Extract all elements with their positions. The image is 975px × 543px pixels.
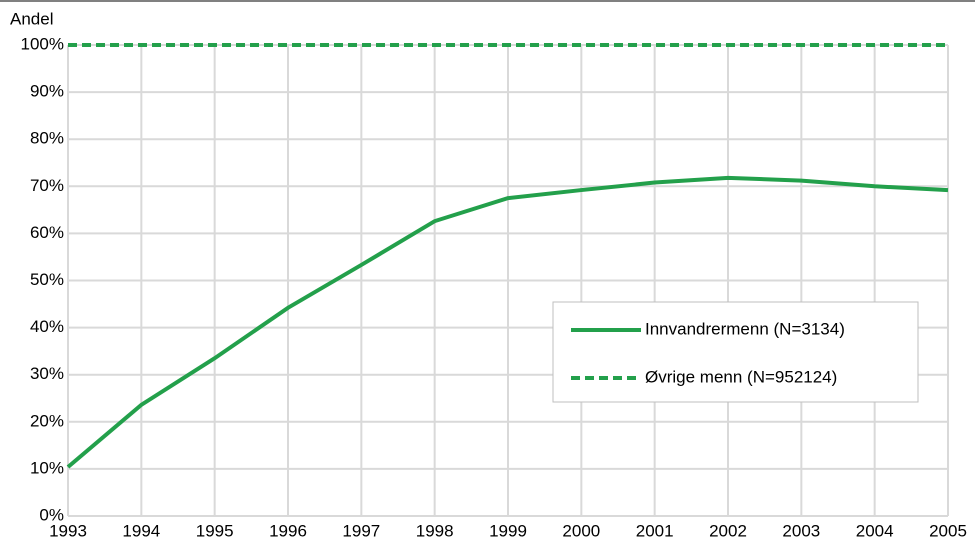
legend-box xyxy=(552,301,919,403)
x-tick-label: 1997 xyxy=(342,521,380,540)
y-tick-label: 100% xyxy=(21,34,64,53)
x-tick-label: 2004 xyxy=(856,521,894,540)
x-tick-label: 1999 xyxy=(489,521,527,540)
y-tick-label: 30% xyxy=(30,364,64,383)
x-tick-label: 1994 xyxy=(122,521,160,540)
y-tick-label: 80% xyxy=(30,129,64,148)
y-tick-label: 0% xyxy=(39,505,64,524)
x-tick-label: 2001 xyxy=(636,521,674,540)
x-tick-label: 1993 xyxy=(49,521,87,540)
y-tick-label: 20% xyxy=(30,411,64,430)
x-tick-label: 1996 xyxy=(269,521,307,540)
y-tick-label: 40% xyxy=(30,317,64,336)
legend-label: Øvrige menn (N=952124) xyxy=(645,367,837,386)
data-line xyxy=(66,175,949,469)
y-tick-label: 90% xyxy=(30,82,64,101)
x-tick-label: 2000 xyxy=(562,521,600,540)
y-tick-label: 10% xyxy=(30,458,64,477)
x-tick-label: 1998 xyxy=(416,521,454,540)
x-tick-label: 1995 xyxy=(196,521,234,540)
legend: Innvandrermenn (N=3134) Øvrige menn (N=95… xyxy=(552,301,919,403)
x-tick-label: 2002 xyxy=(709,521,747,540)
y-tick-label: 60% xyxy=(30,223,64,242)
x-tick-label: 2005 xyxy=(929,521,967,540)
legend-label: Innvandrermenn (N=3134) xyxy=(645,319,845,338)
y-tick-label: 50% xyxy=(30,270,64,289)
y-axis-label: Andel xyxy=(10,9,53,28)
y-tick-label: 70% xyxy=(30,176,64,195)
x-tick-label: 2003 xyxy=(782,521,820,540)
